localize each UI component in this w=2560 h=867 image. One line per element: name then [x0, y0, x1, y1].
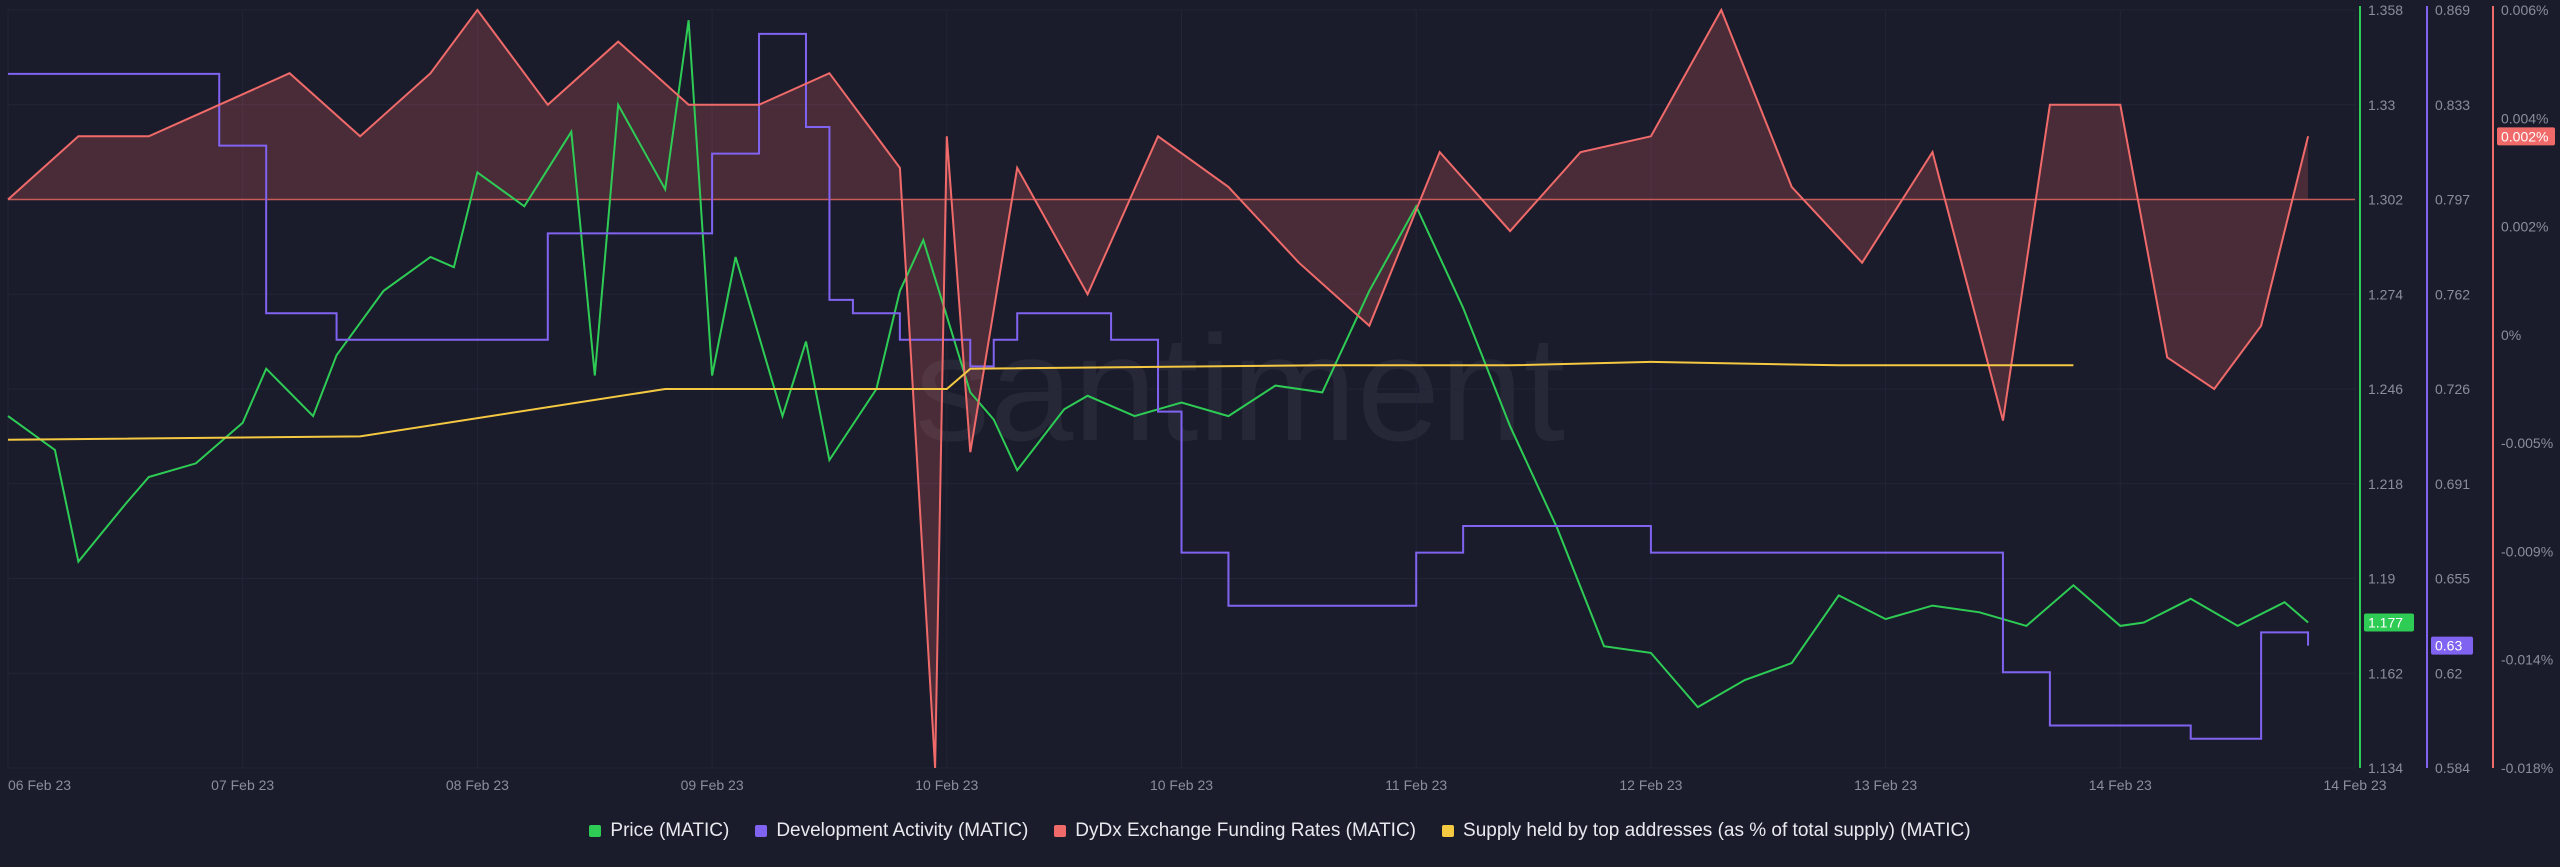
y-tick-label-dev_activity: 0.797 [2435, 192, 2470, 208]
legend-item-supply[interactable]: Supply held by top addresses (as % of to… [1442, 820, 1971, 842]
legend-swatch-funding-rates [1054, 825, 1067, 837]
x-tick-label: 13 Feb 23 [1854, 777, 1917, 793]
y-tick-label-funding: 0.006% [2501, 2, 2548, 18]
legend-label-funding-rates: DyDx Exchange Funding Rates (MATIC) [1075, 820, 1417, 841]
current-value-badge-funding [2497, 127, 2555, 146]
x-tick-label: 10 Feb 23 [915, 777, 978, 793]
legend-item-dev-activity[interactable]: Development Activity (MATIC) [755, 820, 1028, 842]
x-tick-label: 10 Feb 23 [1150, 777, 1213, 793]
series-line-funding-rates [7, 7, 2310, 769]
y-tick-label-price: 1.162 [2368, 665, 2403, 681]
legend-swatch-supply [1442, 825, 1455, 837]
current-value-badge-price [2364, 613, 2414, 632]
y-tick-label-dev_activity: 0.655 [2435, 571, 2470, 587]
legend-item-funding-rates[interactable]: DyDx Exchange Funding Rates (MATIC) [1054, 820, 1416, 842]
legend-item-price[interactable]: Price (MATIC) [589, 820, 729, 842]
y-tick-label-funding: 0.002% [2501, 219, 2548, 235]
y-tick-label-price: 1.33 [2368, 97, 2395, 113]
legend-label-dev-activity: Development Activity (MATIC) [776, 820, 1029, 841]
y-tick-label-funding: -0.005% [2501, 435, 2553, 451]
x-tick-label: 08 Feb 23 [446, 777, 509, 793]
legend-label-price: Price (MATIC) [610, 820, 730, 841]
x-tick-label: 06 Feb 23 [8, 777, 71, 793]
y-tick-label-funding: -0.014% [2501, 652, 2553, 668]
x-tick-label: 12 Feb 23 [1619, 777, 1682, 793]
y-tick-label-dev_activity: 0.869 [2435, 2, 2470, 18]
watermark-text: santiment [915, 304, 1565, 472]
legend-label-supply: Supply held by top addresses (as % of to… [1463, 820, 1971, 841]
x-tick-label: 14 Feb 23 [2089, 777, 2152, 793]
y-tick-label-price: 1.302 [2368, 192, 2403, 208]
current-value-badge-dev_activity [2431, 636, 2473, 655]
y-tick-label-dev_activity: 0.62 [2435, 665, 2462, 681]
y-tick-label-dev_activity: 0.833 [2435, 97, 2470, 113]
y-tick-label-price: 1.274 [2368, 286, 2403, 302]
y-tick-label-funding: 0.004% [2501, 110, 2548, 126]
series-line-supply [7, 360, 2074, 441]
series-line-dev-activity [8, 32, 2310, 740]
series-line-price [7, 20, 2309, 709]
y-tick-label-funding: 0% [2501, 327, 2521, 343]
legend-swatch-price [589, 825, 602, 837]
y-tick-label-dev_activity: 0.726 [2435, 381, 2470, 397]
current-value-label-funding: 0.002% [2501, 128, 2548, 144]
y-tick-label-price: 1.246 [2368, 381, 2403, 397]
x-tick-label: 09 Feb 23 [681, 777, 744, 793]
y-tick-label-dev_activity: 0.691 [2435, 476, 2470, 492]
legend-swatch-dev-activity [755, 825, 768, 837]
y-tick-label-dev_activity: 0.584 [2435, 760, 2470, 776]
y-tick-label-price: 1.134 [2368, 760, 2403, 776]
legend: Price (MATIC) Development Activity (MATI… [0, 820, 2560, 842]
current-value-label-price: 1.177 [2368, 614, 2403, 630]
y-tick-label-price: 1.19 [2368, 571, 2395, 587]
current-value-label-dev_activity: 0.63 [2435, 638, 2462, 654]
y-tick-label-funding: -0.018% [2501, 760, 2553, 776]
y-tick-label-price: 1.358 [2368, 2, 2403, 18]
y-tick-label-price: 1.218 [2368, 476, 2403, 492]
x-tick-label: 14 Feb 23 [2323, 777, 2386, 793]
x-tick-label: 11 Feb 23 [1385, 777, 1447, 793]
y-tick-label-funding: -0.009% [2501, 543, 2553, 559]
y-tick-label-dev_activity: 0.762 [2435, 286, 2470, 302]
x-tick-label: 07 Feb 23 [211, 777, 274, 793]
